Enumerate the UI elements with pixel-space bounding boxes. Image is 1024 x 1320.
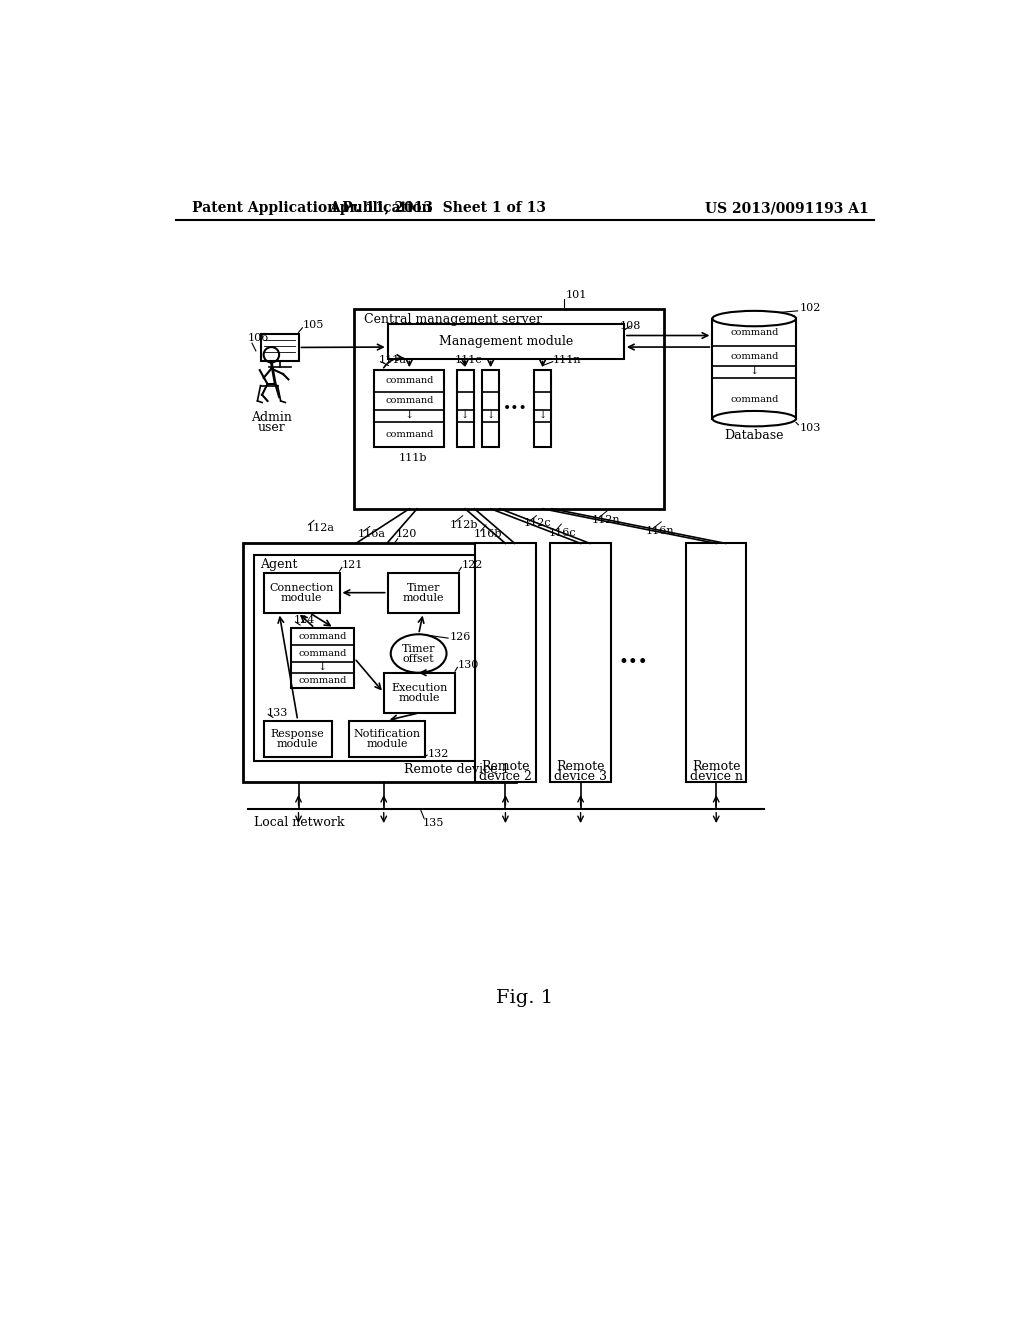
- Bar: [243, 544, 515, 781]
- Text: 121: 121: [342, 560, 364, 570]
- Text: •••: •••: [618, 655, 648, 672]
- Text: device 2: device 2: [479, 770, 531, 783]
- Text: command: command: [298, 676, 347, 685]
- Bar: [291, 628, 354, 688]
- Text: 135: 135: [423, 818, 443, 828]
- Text: 111n: 111n: [553, 355, 582, 366]
- Text: Local network: Local network: [254, 816, 344, 829]
- Text: Execution: Execution: [391, 684, 447, 693]
- Text: 106: 106: [248, 333, 269, 343]
- Text: 116c: 116c: [549, 528, 577, 539]
- Text: device n: device n: [690, 770, 742, 783]
- Text: 120: 120: [395, 529, 417, 539]
- Bar: [354, 309, 665, 508]
- Text: module: module: [402, 593, 444, 603]
- Text: module: module: [367, 739, 408, 750]
- Text: Remote: Remote: [481, 760, 529, 774]
- Text: command: command: [385, 429, 433, 438]
- Text: 105: 105: [302, 319, 324, 330]
- Text: Fig. 1: Fig. 1: [497, 989, 553, 1007]
- Text: 112c: 112c: [523, 519, 551, 528]
- Bar: [261, 334, 299, 360]
- Text: Timer: Timer: [407, 583, 440, 593]
- Text: Remote: Remote: [692, 760, 740, 774]
- Text: Central management server: Central management server: [364, 313, 542, 326]
- Bar: [254, 554, 502, 762]
- Text: command: command: [730, 352, 778, 360]
- Text: ↓: ↓: [404, 411, 414, 421]
- Text: 111c: 111c: [455, 355, 482, 366]
- Text: Admin: Admin: [251, 412, 292, 425]
- Bar: [349, 721, 425, 758]
- Text: Remote: Remote: [556, 760, 605, 774]
- Text: 112b: 112b: [450, 520, 478, 529]
- Text: Connection: Connection: [269, 583, 334, 593]
- Text: 111a: 111a: [378, 355, 407, 366]
- Text: 108: 108: [621, 321, 641, 331]
- Text: ↓: ↓: [317, 663, 328, 672]
- Bar: [263, 573, 340, 612]
- Text: ↓: ↓: [750, 367, 759, 376]
- Bar: [535, 370, 551, 447]
- Ellipse shape: [391, 635, 446, 673]
- Text: 130: 130: [458, 660, 479, 671]
- Text: Timer: Timer: [401, 644, 435, 653]
- Text: Patent Application Publication: Patent Application Publication: [191, 202, 431, 215]
- Text: Database: Database: [724, 429, 784, 442]
- Text: 122: 122: [461, 560, 482, 570]
- Text: 124: 124: [294, 615, 315, 626]
- Text: 101: 101: [566, 289, 587, 300]
- Text: 126: 126: [450, 631, 471, 642]
- Bar: [713, 318, 796, 418]
- Bar: [457, 370, 474, 447]
- Text: ↓: ↓: [486, 411, 495, 420]
- Bar: [375, 370, 444, 447]
- Bar: [384, 673, 455, 713]
- Text: Apr. 11, 2013  Sheet 1 of 13: Apr. 11, 2013 Sheet 1 of 13: [330, 202, 547, 215]
- Text: Remote device 1: Remote device 1: [403, 763, 509, 776]
- Text: ↓: ↓: [461, 411, 469, 420]
- Text: command: command: [730, 395, 778, 404]
- Text: module: module: [276, 739, 318, 750]
- Bar: [263, 721, 332, 758]
- Text: •••: •••: [503, 401, 528, 416]
- Text: 132: 132: [427, 748, 449, 759]
- Bar: [475, 544, 536, 781]
- Text: offset: offset: [402, 653, 434, 664]
- Bar: [388, 323, 624, 359]
- Text: command: command: [385, 376, 433, 385]
- Text: US 2013/0091193 A1: US 2013/0091193 A1: [705, 202, 868, 215]
- Ellipse shape: [713, 312, 796, 326]
- Text: Agent: Agent: [260, 557, 297, 570]
- Text: module: module: [281, 593, 323, 603]
- Text: user: user: [257, 421, 286, 434]
- Text: ↓: ↓: [539, 411, 547, 420]
- Ellipse shape: [713, 411, 796, 426]
- Text: Management module: Management module: [438, 335, 573, 347]
- Bar: [388, 573, 459, 612]
- Bar: [482, 370, 500, 447]
- Text: device 3: device 3: [554, 770, 607, 783]
- Text: Notification: Notification: [353, 730, 421, 739]
- Text: command: command: [298, 632, 347, 642]
- Text: command: command: [385, 396, 433, 405]
- Text: module: module: [398, 693, 440, 704]
- Text: 116b: 116b: [474, 529, 502, 539]
- Text: 116n: 116n: [646, 527, 675, 536]
- Text: command: command: [298, 649, 347, 657]
- Text: 102: 102: [799, 302, 820, 313]
- Bar: [550, 544, 611, 781]
- Text: 111b: 111b: [399, 453, 427, 463]
- Bar: [686, 544, 746, 781]
- Text: 116a: 116a: [357, 529, 385, 539]
- Text: command: command: [730, 327, 778, 337]
- Text: 103: 103: [799, 422, 820, 433]
- Text: Response: Response: [271, 730, 325, 739]
- Text: 133: 133: [266, 708, 288, 718]
- Text: 112n: 112n: [592, 515, 621, 524]
- Text: 112a: 112a: [306, 523, 334, 533]
